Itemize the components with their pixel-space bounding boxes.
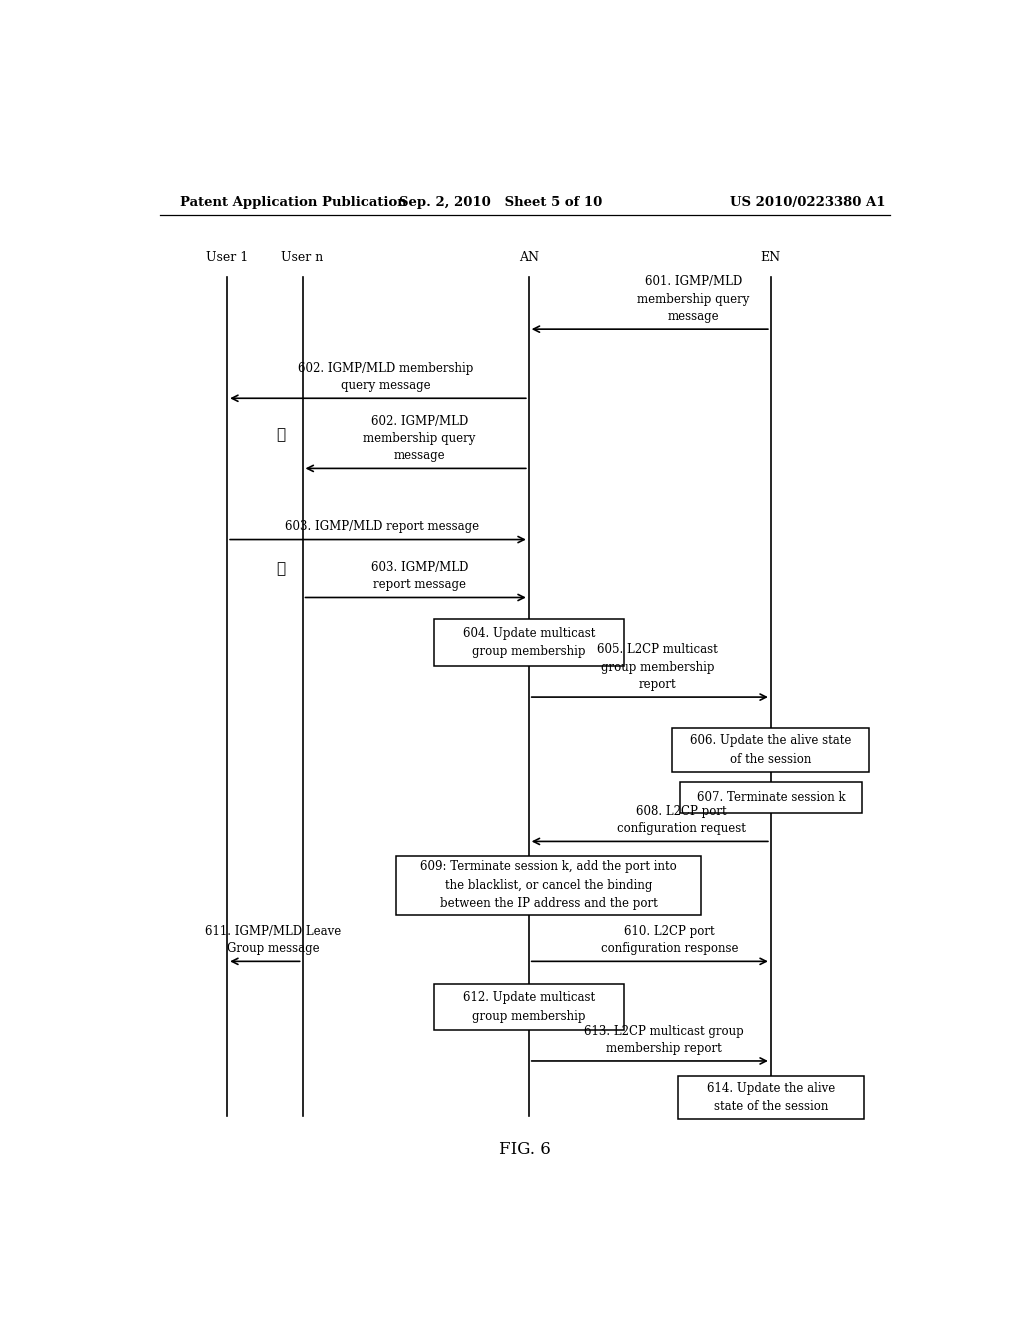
Text: 612. Update multicast: 612. Update multicast [463,991,595,1005]
Text: membership query: membership query [637,293,750,306]
Text: configuration response: configuration response [601,942,738,956]
Text: state of the session: state of the session [714,1100,828,1113]
Text: group membership: group membership [472,1010,586,1023]
FancyBboxPatch shape [433,983,624,1031]
Text: the blacklist, or cancel the binding: the blacklist, or cancel the binding [444,879,652,891]
Text: of the session: of the session [730,752,811,766]
Text: 603. IGMP/MLD report message: 603. IGMP/MLD report message [285,520,479,533]
FancyBboxPatch shape [678,1076,864,1119]
Text: FIG. 6: FIG. 6 [499,1140,551,1158]
FancyBboxPatch shape [680,783,862,813]
Text: 604. Update multicast: 604. Update multicast [463,627,595,640]
Text: Sep. 2, 2010   Sheet 5 of 10: Sep. 2, 2010 Sheet 5 of 10 [399,195,602,209]
Text: message: message [394,449,445,462]
Text: User 1: User 1 [206,251,249,264]
Text: EN: EN [761,251,781,264]
Text: 602. IGMP/MLD: 602. IGMP/MLD [371,414,468,428]
FancyBboxPatch shape [673,727,869,772]
Text: between the IP address and the port: between the IP address and the port [439,896,657,909]
Text: AN: AN [519,251,539,264]
Text: ⋮: ⋮ [276,562,286,576]
Text: 609: Terminate session k, add the port into: 609: Terminate session k, add the port i… [420,861,677,874]
Text: report: report [639,678,677,690]
Text: 605. L2CP multicast: 605. L2CP multicast [597,643,718,656]
Text: membership query: membership query [364,432,476,445]
Text: Group message: Group message [226,942,319,956]
Text: 601. IGMP/MLD: 601. IGMP/MLD [645,276,742,289]
Text: US 2010/0223380 A1: US 2010/0223380 A1 [730,195,886,209]
Text: 602. IGMP/MLD membership: 602. IGMP/MLD membership [298,362,474,375]
Text: message: message [668,310,719,323]
Text: membership report: membership report [606,1041,722,1055]
Text: 610. L2CP port: 610. L2CP port [625,925,715,939]
Text: 614. Update the alive: 614. Update the alive [707,1082,835,1094]
FancyBboxPatch shape [433,619,624,665]
Text: group membership: group membership [472,645,586,657]
Text: report message: report message [373,578,466,591]
Text: Patent Application Publication: Patent Application Publication [179,195,407,209]
Text: query message: query message [341,379,431,392]
Text: configuration request: configuration request [617,822,745,836]
Text: 611. IGMP/MLD Leave: 611. IGMP/MLD Leave [205,925,341,939]
Text: 613. L2CP multicast group: 613. L2CP multicast group [585,1024,744,1038]
Text: 606. Update the alive state: 606. Update the alive state [690,734,852,747]
Text: 603. IGMP/MLD: 603. IGMP/MLD [371,561,468,574]
Text: 608. L2CP port: 608. L2CP port [636,805,727,818]
FancyBboxPatch shape [396,855,701,915]
Text: ⋮: ⋮ [276,428,286,442]
Text: User n: User n [282,251,324,264]
Text: 607. Terminate session k: 607. Terminate session k [696,791,845,804]
Text: group membership: group membership [601,661,715,673]
